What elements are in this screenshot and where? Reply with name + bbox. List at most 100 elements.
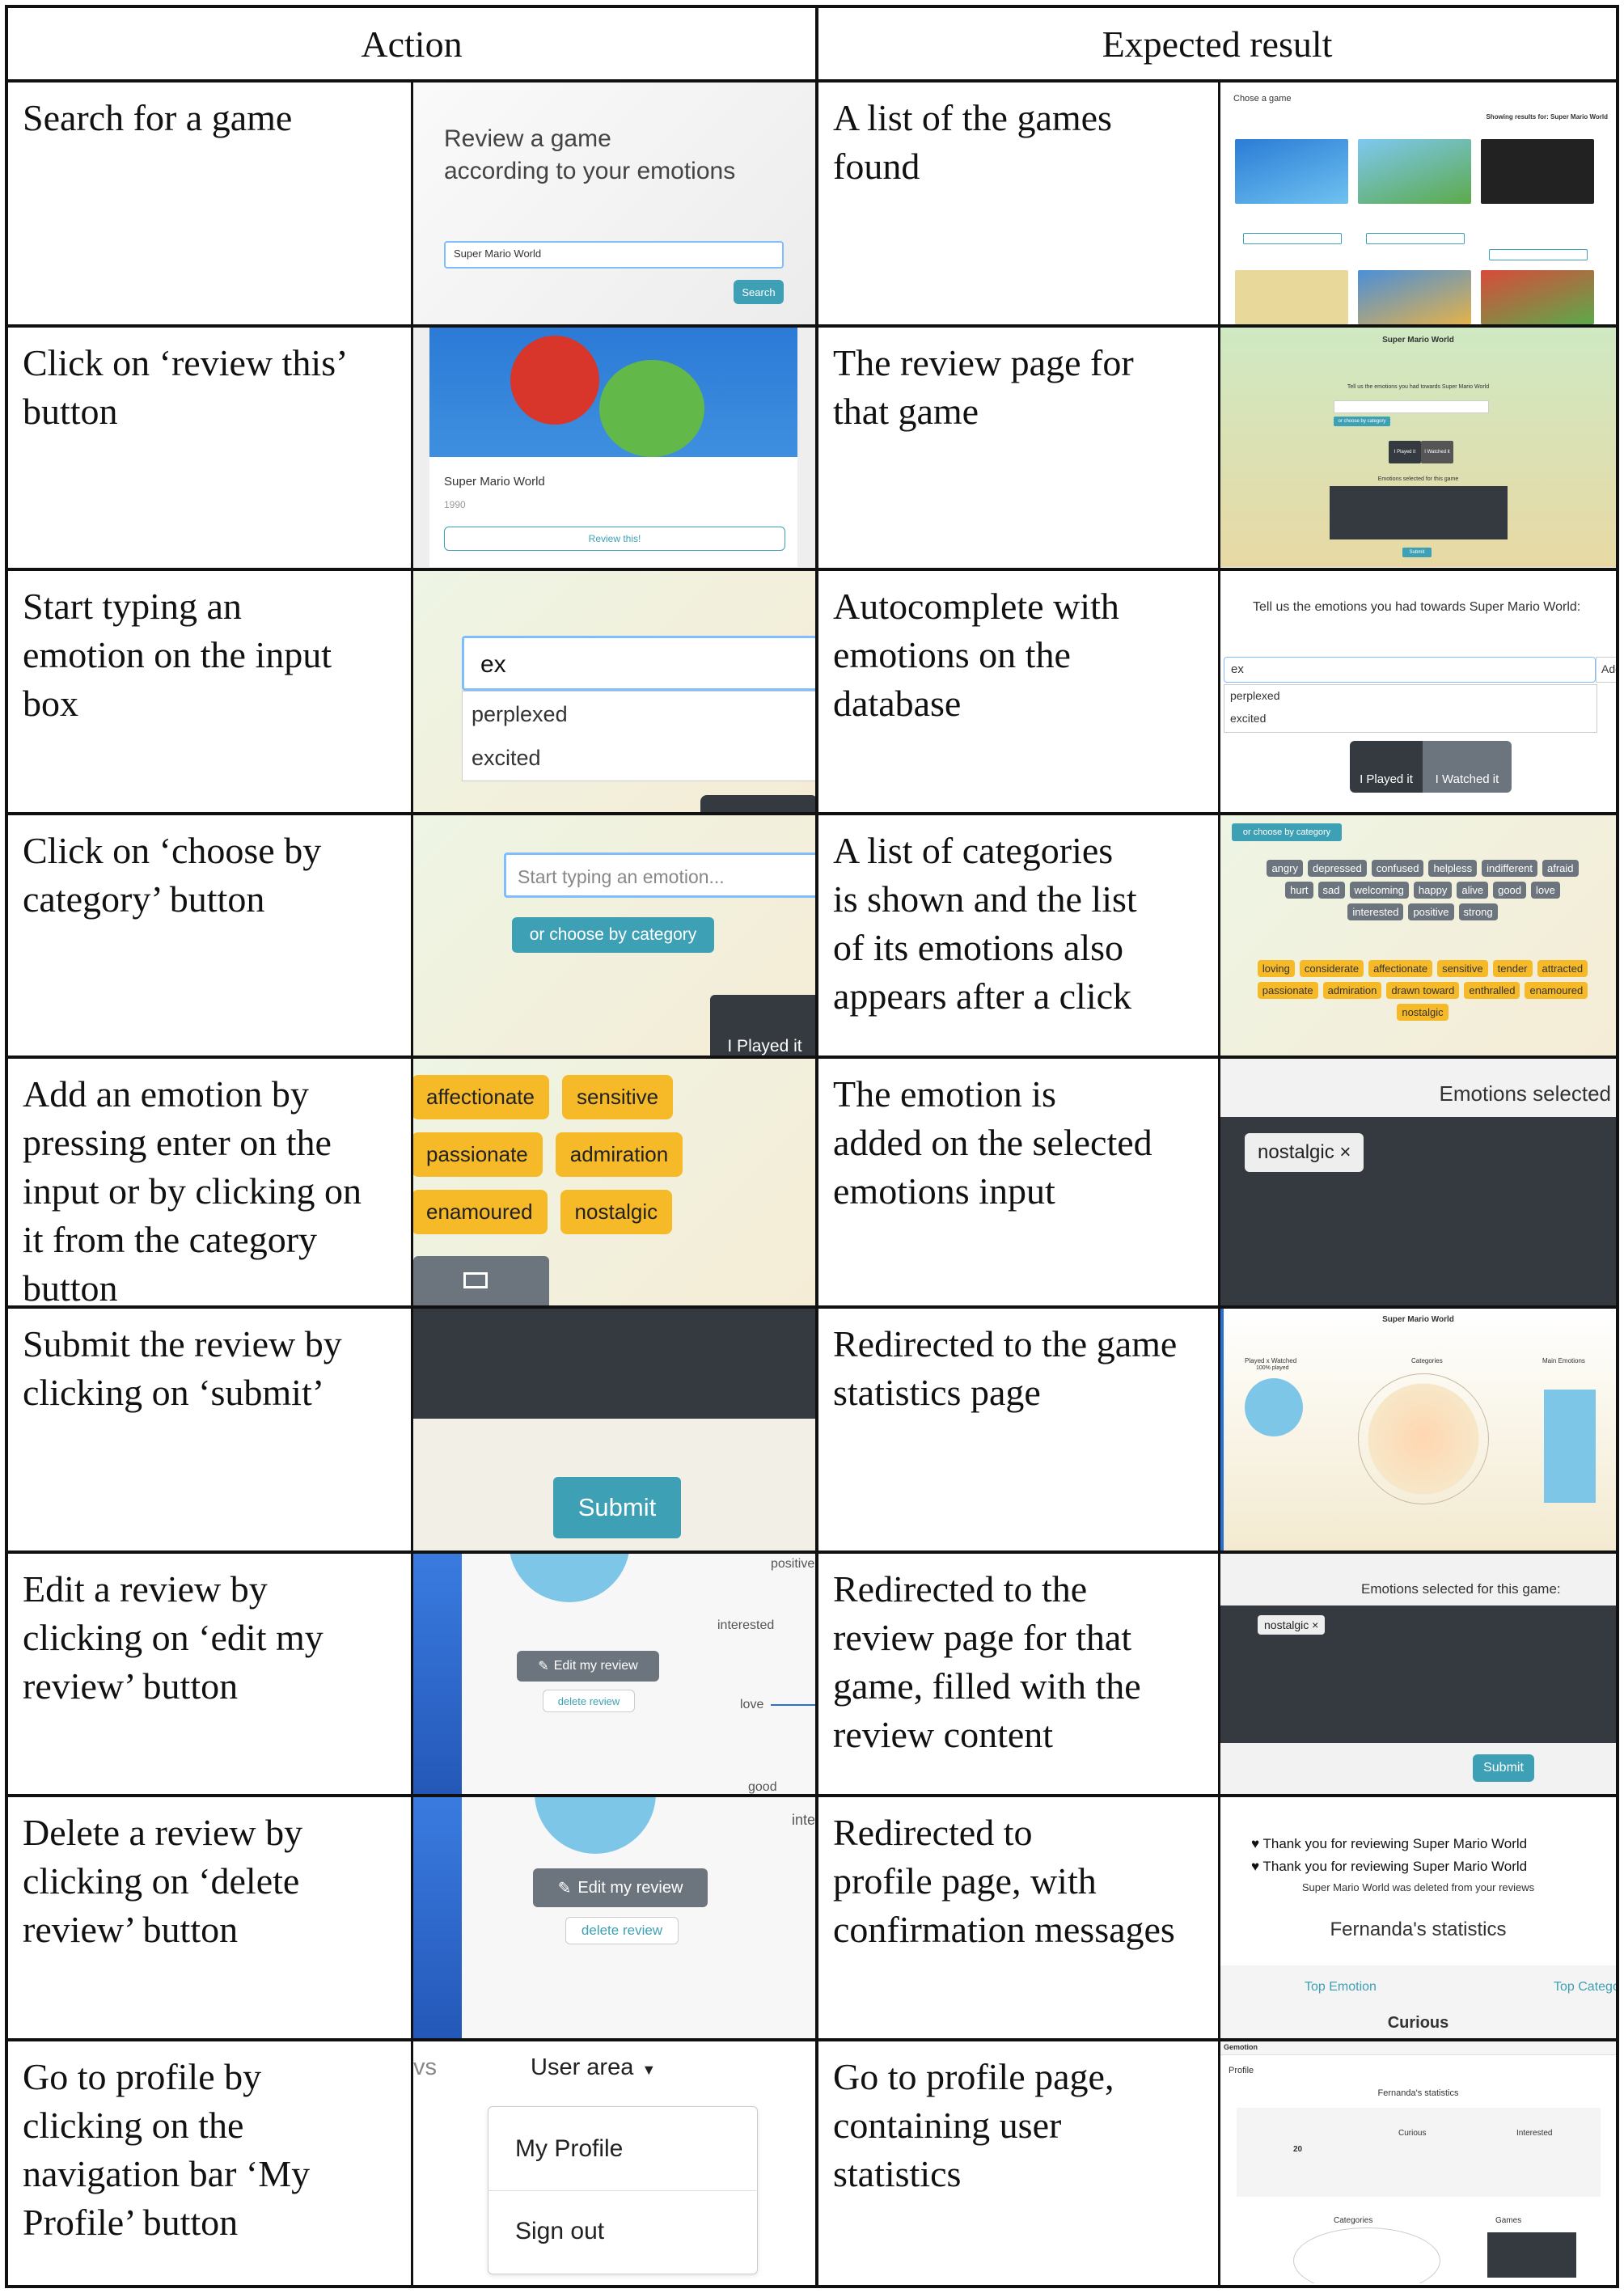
expected-text: A list of the games found	[833, 97, 1112, 187]
pie-chart	[509, 1554, 630, 1602]
played-it-button[interactable]: I Played it	[1389, 441, 1421, 463]
category-tag[interactable]: afraid	[1542, 860, 1579, 877]
emotion-tag[interactable]: affectionate	[1368, 960, 1433, 977]
expected-text: Redirected to the game statistics page	[833, 1323, 1178, 1413]
game-thumb[interactable]	[1481, 139, 1594, 204]
played-percent: 100% played	[1256, 1365, 1289, 1371]
watched-it-button[interactable]	[413, 1256, 549, 1305]
row-divider	[8, 812, 1616, 815]
screenshot-search: Review a game according to your emotions…	[413, 82, 815, 324]
choose-category-button[interactable]: or choose by category	[1334, 417, 1390, 426]
emotion-tag[interactable]: affectionate	[413, 1075, 549, 1119]
pie-chart	[1245, 1378, 1303, 1436]
choose-category-button[interactable]: or choose by category	[1232, 823, 1342, 841]
watched-it-button[interactable]: I Watched it	[1421, 441, 1453, 463]
category-tag[interactable]: angry	[1267, 860, 1303, 877]
delete-review-button[interactable]: delete review	[543, 1690, 635, 1712]
edit-review-button[interactable]: ✎ Edit my review	[533, 1868, 708, 1907]
add-button[interactable]: Add	[1596, 657, 1616, 683]
played-it-button[interactable]: I Played it	[710, 995, 815, 1056]
emotion-tag[interactable]: enthralled	[1464, 982, 1520, 999]
screenshot-autocomplete: ex perplexed excited	[413, 571, 815, 812]
category-tag[interactable]: love	[1531, 882, 1560, 899]
row-divider	[8, 79, 1616, 82]
autocomplete-option[interactable]: excited	[472, 746, 541, 770]
user-area-menu[interactable]: User area ▼	[531, 2054, 656, 2081]
review-this-button[interactable]	[1243, 233, 1342, 244]
category-tag[interactable]: depressed	[1307, 860, 1367, 877]
my-profile-item[interactable]: My Profile	[515, 2135, 624, 2162]
submit-button[interactable]: Submit	[553, 1477, 681, 1538]
category-tag[interactable]: helpless	[1428, 860, 1478, 877]
category-tag[interactable]: confused	[1371, 860, 1424, 877]
emotion-input[interactable]: ex	[462, 636, 815, 691]
category-tag[interactable]: sad	[1317, 882, 1345, 899]
category-tag[interactable]: interested	[1347, 903, 1404, 920]
screenshot-profile-page: Gemotion Profile Fernanda's statistics 2…	[1220, 2041, 1616, 2283]
emotion-tag[interactable]: nostalgic	[560, 1190, 673, 1234]
emotion-tag[interactable]: passionate	[1257, 982, 1318, 999]
choose-category-button[interactable]: or choose by category	[512, 917, 714, 953]
played-it-button[interactable]: I Played it	[1350, 741, 1423, 793]
category-tag[interactable]: strong	[1458, 903, 1498, 920]
emotion-tag[interactable]: drawn toward	[1386, 982, 1460, 999]
game-thumb[interactable]	[1235, 139, 1348, 204]
submit-button[interactable]: Submit	[1402, 548, 1432, 557]
emotion-tag[interactable]: enamoured	[1525, 982, 1588, 999]
autocomplete-option[interactable]: excited	[1230, 712, 1267, 725]
game-thumb[interactable]	[1358, 139, 1471, 204]
game-thumb[interactable]	[1235, 270, 1348, 324]
card-title: Super Mario World	[444, 475, 545, 489]
action-text: Submit the review by clicking on ‘submit…	[23, 1323, 342, 1413]
category-tag[interactable]: happy	[1413, 882, 1453, 899]
category-tag[interactable]: welcoming	[1349, 882, 1409, 899]
review-count: 20	[1293, 2145, 1303, 2154]
brand-logo[interactable]: Gemotion	[1224, 2043, 1258, 2051]
category-tag[interactable]: indifferent	[1482, 860, 1538, 877]
category-tag[interactable]: positive	[1408, 903, 1454, 920]
screenshot-submit: Submit	[413, 1309, 815, 1551]
action-text: Click on ‘review this’ button	[23, 342, 349, 432]
selected-emotion-tag[interactable]: nostalgic ×	[1245, 1133, 1364, 1172]
emotion-tag[interactable]: sensitive	[1437, 960, 1488, 977]
category-tag[interactable]: good	[1493, 882, 1527, 899]
game-thumb[interactable]	[1358, 270, 1471, 324]
game-thumb[interactable]	[1481, 270, 1594, 324]
expected-text: Redirected to profile page, with confirm…	[833, 1812, 1175, 1950]
emotion-input[interactable]	[1334, 400, 1489, 413]
sign-out-item[interactable]: Sign out	[515, 2218, 605, 2244]
emotion-tag[interactable]: passionate	[413, 1132, 543, 1177]
category-tag[interactable]: hurt	[1285, 882, 1313, 899]
emotion-tag[interactable]: tender	[1492, 960, 1533, 977]
search-input[interactable]: Super Mario World	[444, 241, 784, 269]
review-this-button[interactable]	[1489, 249, 1588, 260]
delete-review-button[interactable]: delete review	[565, 1917, 679, 1944]
row-divider	[8, 1794, 1616, 1797]
autocomplete-option[interactable]: perplexed	[472, 702, 568, 726]
autocomplete-option[interactable]: perplexed	[1230, 689, 1280, 702]
edit-review-button[interactable]: ✎ Edit my review	[517, 1651, 659, 1682]
review-this-button[interactable]: Review this!	[444, 527, 785, 551]
emotion-tag[interactable]: nostalgic	[1397, 1004, 1448, 1021]
emotion-tag[interactable]: admiration	[555, 1132, 683, 1177]
review-this-button[interactable]	[1366, 233, 1465, 244]
category-tag[interactable]: alive	[1457, 882, 1489, 899]
menu-divider	[488, 2190, 756, 2191]
screenshot-statistics: Super Mario World Played x Watched 100% …	[1220, 1309, 1616, 1551]
search-button[interactable]: Search	[734, 280, 784, 304]
emotion-tag[interactable]: sensitive	[561, 1075, 674, 1119]
emotion-tag[interactable]: enamoured	[413, 1190, 548, 1234]
action-text: Edit a review by clicking on ‘edit my re…	[23, 1568, 324, 1707]
emotion-input[interactable]: Start typing an emotion...	[504, 852, 815, 898]
emotion-tag[interactable]: admiration	[1322, 982, 1382, 999]
emotion-tag[interactable]: considerate	[1299, 960, 1364, 977]
emotion-tag[interactable]: loving	[1257, 960, 1295, 977]
heart-icon: ♥	[1251, 1859, 1263, 1874]
selected-emotion-tag[interactable]: nostalgic ×	[1258, 1615, 1326, 1635]
submit-button[interactable]: Submit	[1473, 1754, 1534, 1782]
row-divider	[8, 324, 1616, 328]
emotion-input[interactable]: ex	[1224, 657, 1596, 683]
selected-emotions-box[interactable]	[1330, 486, 1508, 539]
watched-it-button[interactable]: I Watched it	[1423, 741, 1512, 793]
emotion-tag[interactable]: attracted	[1537, 960, 1588, 977]
